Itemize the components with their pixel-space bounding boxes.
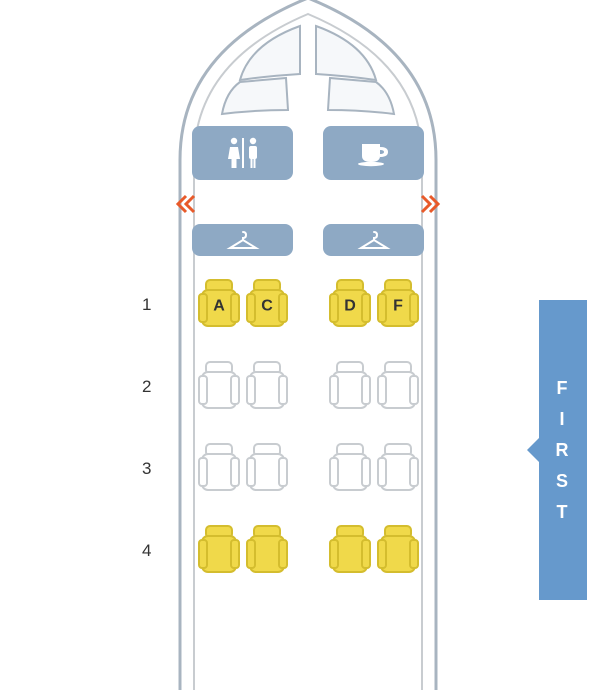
seat-pair-left xyxy=(192,442,293,496)
seat-pair-right xyxy=(323,524,424,578)
exit-arrow-right xyxy=(418,194,442,214)
seat-3C[interactable] xyxy=(246,442,288,496)
exit-row xyxy=(168,188,448,224)
class-label-letter: F xyxy=(557,378,570,399)
seat-row: 1 A C D F xyxy=(192,278,424,332)
closet-left xyxy=(192,224,293,256)
cabin-class-label: FIRST xyxy=(539,300,587,600)
seat-pair-right: D F xyxy=(323,278,424,332)
restroom-icon xyxy=(223,135,263,171)
exit-arrow-left xyxy=(174,194,198,214)
seat-2F[interactable] xyxy=(377,360,419,414)
class-label-letter: I xyxy=(559,409,566,430)
seat-4F[interactable] xyxy=(377,524,419,578)
seat-1D[interactable]: D xyxy=(329,278,371,332)
seat-1A[interactable]: A xyxy=(198,278,240,332)
seat-row: 3 xyxy=(192,442,424,496)
row-number: 1 xyxy=(142,295,151,315)
galley-box xyxy=(323,126,424,180)
seat-4D[interactable] xyxy=(329,524,371,578)
closet-zone xyxy=(168,224,448,256)
svg-text:D: D xyxy=(344,297,356,314)
label-pointer xyxy=(527,436,541,464)
class-label-text: FIRST xyxy=(556,378,571,523)
coffee-cup-icon xyxy=(354,136,394,170)
front-service-zone xyxy=(168,126,448,180)
seat-pair-right xyxy=(323,360,424,414)
seat-pair-left: A C xyxy=(192,278,293,332)
svg-text:C: C xyxy=(261,297,273,314)
seat-2D[interactable] xyxy=(329,360,371,414)
seat-1C[interactable]: C xyxy=(246,278,288,332)
svg-text:F: F xyxy=(393,297,403,314)
seat-4C[interactable] xyxy=(246,524,288,578)
cabin-area: 1 A C D F 2 xyxy=(168,126,448,606)
first-class-seats: 1 A C D F 2 xyxy=(168,264,448,578)
seat-2C[interactable] xyxy=(246,360,288,414)
row-number: 4 xyxy=(142,541,151,561)
seat-pair-right xyxy=(323,442,424,496)
seat-3A[interactable] xyxy=(198,442,240,496)
seat-3F[interactable] xyxy=(377,442,419,496)
closet-right xyxy=(323,224,424,256)
seat-row: 4 xyxy=(192,524,424,578)
seat-pair-left xyxy=(192,524,293,578)
row-number: 3 xyxy=(142,459,151,479)
seat-4A[interactable] xyxy=(198,524,240,578)
seat-pair-left xyxy=(192,360,293,414)
hanger-icon xyxy=(357,229,391,251)
seat-3D[interactable] xyxy=(329,442,371,496)
hanger-icon xyxy=(226,229,260,251)
svg-text:A: A xyxy=(213,297,225,314)
seat-2A[interactable] xyxy=(198,360,240,414)
seat-1F[interactable]: F xyxy=(377,278,419,332)
row-number: 2 xyxy=(142,377,151,397)
seat-row: 2 xyxy=(192,360,424,414)
class-label-letter: T xyxy=(557,502,570,523)
class-label-letter: R xyxy=(556,440,571,461)
class-label-letter: S xyxy=(556,471,570,492)
lavatory-box xyxy=(192,126,293,180)
